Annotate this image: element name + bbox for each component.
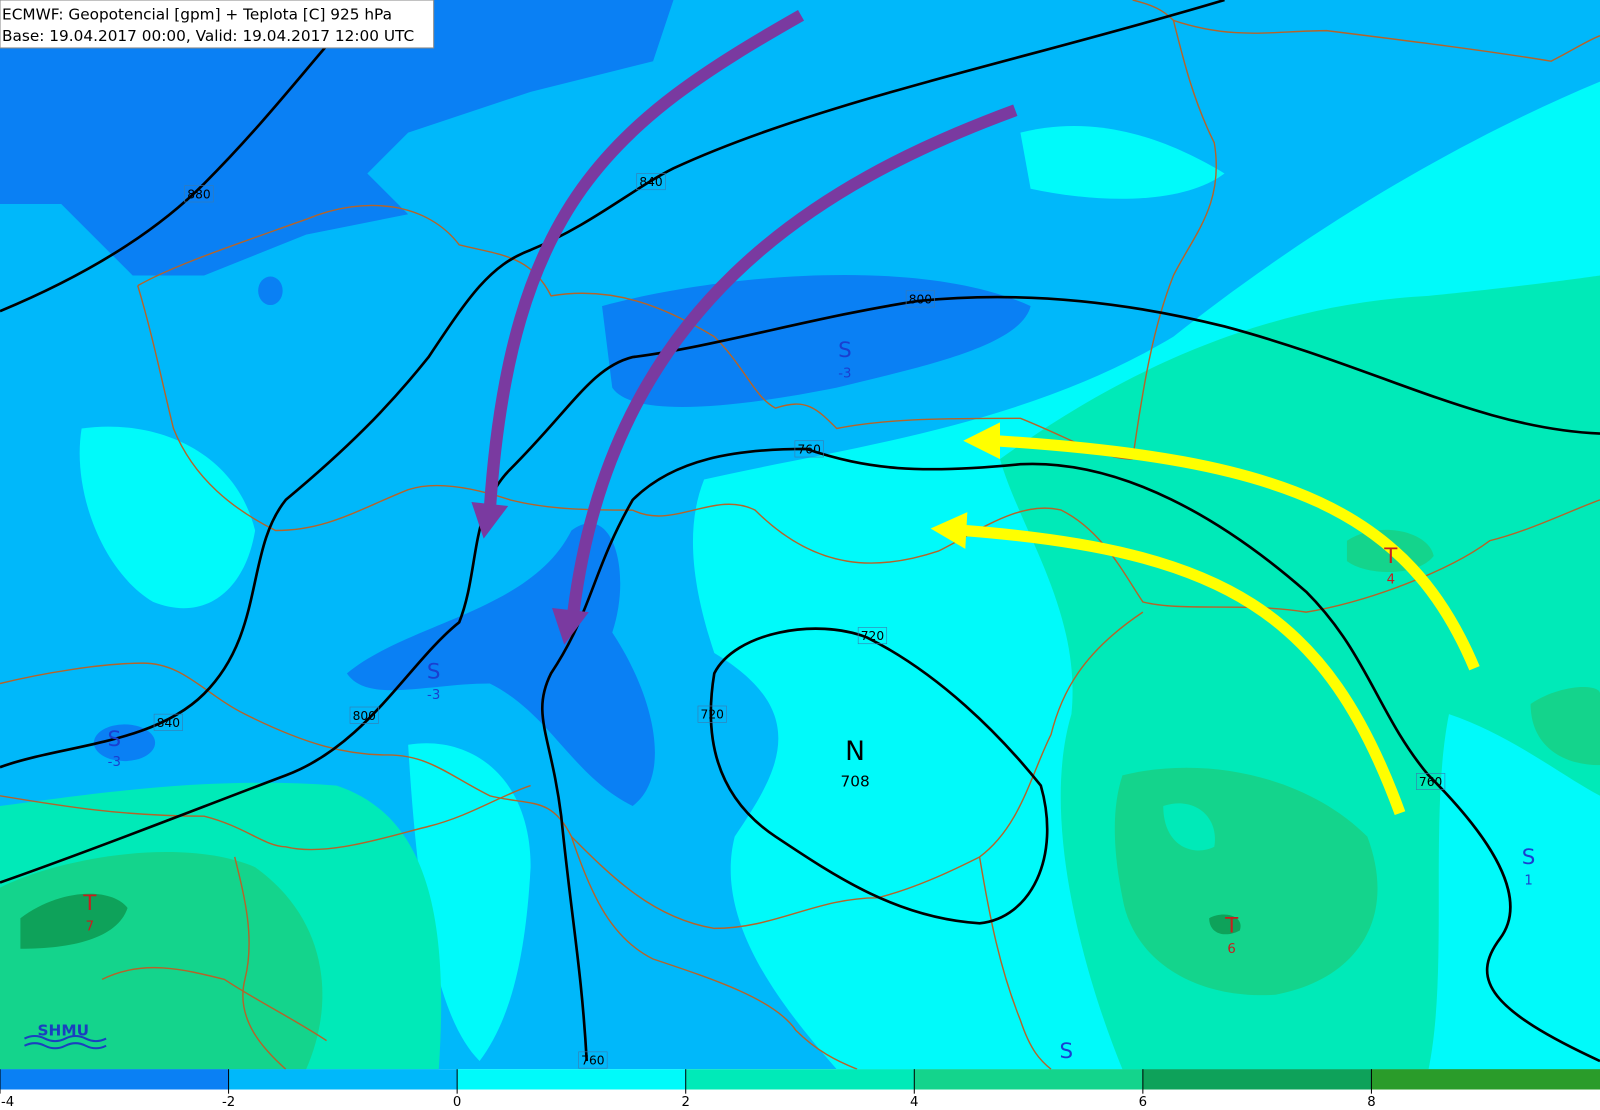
legend-swatch: [685, 1069, 915, 1090]
legend-swatch: [457, 1069, 687, 1090]
legend-tick-label: 0: [453, 1095, 461, 1110]
center-value: 708: [840, 773, 869, 791]
center-letter: T: [82, 891, 97, 916]
contour-label: 760: [798, 442, 821, 456]
legend-swatch: [1142, 1069, 1372, 1090]
legend-swatch: [914, 1069, 1144, 1090]
legend-tick-label: -2: [222, 1095, 235, 1110]
geopotential-contours: [0, 0, 1600, 1063]
contour-label-box: [697, 705, 727, 723]
map-labels: 880 840 840 800 800 760 760 760 720 720 S -3 S -3 S -3 N…: [82, 173, 1536, 1069]
legend: -4 -2 0 2 4 6 8: [0, 1069, 1600, 1110]
flow-arrows: [471, 9, 1480, 816]
center-letter: S: [1060, 1039, 1074, 1064]
center-value: -3: [838, 366, 851, 381]
legend-tick-label: -4: [1, 1095, 14, 1110]
header-subtitle: Base: 19.04.2017 00:00, Valid: 19.04.201…: [2, 27, 414, 45]
center-value: -3: [108, 755, 121, 770]
center-letter: S: [427, 659, 441, 684]
contour-label-box: [153, 713, 183, 731]
center-letter: S: [838, 338, 852, 363]
center-value: 7: [86, 919, 94, 934]
center-letter: T: [1383, 544, 1398, 569]
legend-background: [0, 1089, 1600, 1110]
center-letter: S: [1522, 845, 1536, 870]
center-letter: N: [845, 736, 865, 767]
contour-label-box: [184, 185, 214, 203]
header-title: ECMWF: Geopotencial [gpm] + Teplota [C] …: [2, 5, 392, 23]
contour-label: 760: [1419, 775, 1442, 789]
center-value: -3: [427, 688, 440, 703]
contour-label-box: [636, 173, 666, 191]
logo-text: SHMU: [38, 1022, 89, 1040]
contour-label: 720: [861, 629, 884, 643]
contour-label-box: [905, 290, 935, 308]
legend-swatch: [0, 1069, 230, 1090]
contour-label-box: [578, 1051, 608, 1069]
center-letter: S: [107, 727, 121, 752]
legend-tick-label: 2: [681, 1095, 689, 1110]
logo: SHMU: [24, 1022, 107, 1050]
contour-label: 880: [187, 187, 210, 201]
header-box: [0, 0, 435, 49]
contour-label: 800: [909, 293, 932, 307]
legend-swatch: [228, 1069, 458, 1090]
legend-tick-label: 4: [910, 1095, 918, 1110]
contour-label: 840: [157, 716, 180, 730]
contour-label-box: [794, 440, 824, 458]
contour-label: 760: [581, 1054, 604, 1068]
contour-label: 840: [639, 175, 662, 189]
contour-label: 720: [701, 708, 724, 722]
contour-label-box: [349, 706, 379, 724]
legend-tick-label: 8: [1367, 1095, 1375, 1110]
contour-label-box: [1416, 773, 1446, 790]
contour-label-box: [857, 627, 888, 645]
center-letter: T: [1224, 913, 1239, 938]
legend-swatch: [1371, 1069, 1600, 1090]
center-value: 4: [1387, 573, 1395, 588]
center-value: 1: [1524, 874, 1532, 889]
temperature-field: [0, 0, 1600, 1070]
legend-tick-label: 6: [1139, 1095, 1147, 1110]
center-value: 6: [1227, 942, 1235, 957]
contour-label: 800: [353, 709, 376, 723]
